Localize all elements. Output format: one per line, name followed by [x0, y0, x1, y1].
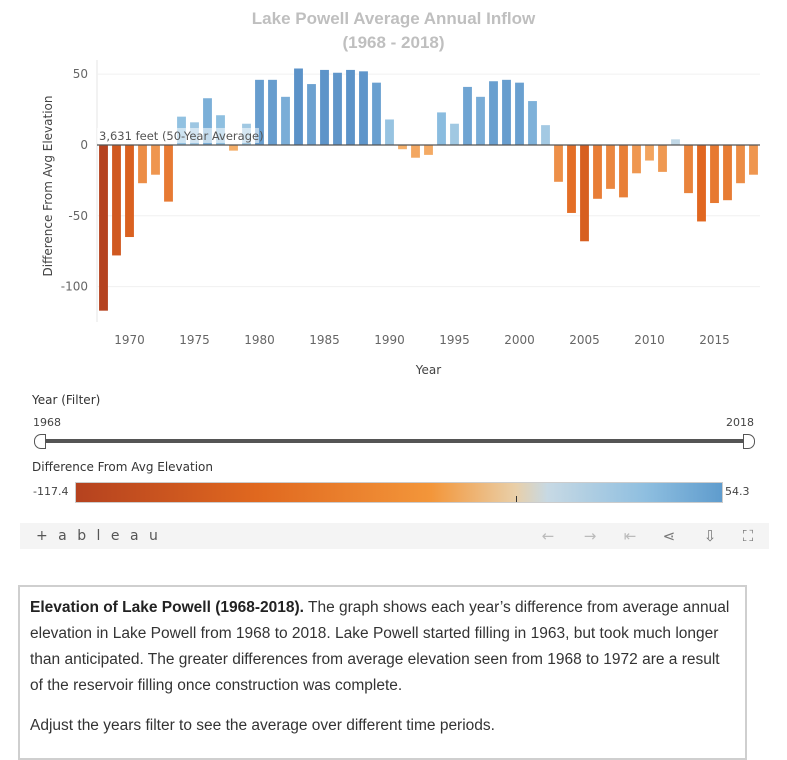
bar [203, 98, 212, 145]
bar [268, 79, 277, 145]
year-slider-min-handle[interactable] [34, 434, 46, 449]
redo-icon[interactable]: → [583, 527, 597, 545]
bar [294, 68, 303, 145]
fullscreen-icon[interactable]: ⛶ [742, 527, 754, 545]
bar [645, 144, 654, 161]
x-tick-label: 1980 [244, 333, 275, 347]
bar [515, 82, 524, 145]
bar [541, 125, 550, 145]
bar [307, 84, 316, 145]
x-tick-label: 1975 [179, 333, 210, 347]
year-filter-label: Year (Filter) [32, 393, 101, 407]
bar [164, 144, 173, 202]
bar [528, 101, 537, 145]
bar [684, 144, 693, 194]
bar [723, 144, 732, 201]
bar [99, 144, 108, 311]
bar [710, 144, 719, 204]
y-tick-label: 0 [80, 138, 88, 152]
bar [463, 86, 472, 145]
bar [489, 81, 498, 145]
caption-paragraph: Elevation of Lake Powell (1968-2018). Th… [30, 595, 735, 699]
y-tick-label: 50 [73, 67, 88, 81]
bar [398, 144, 407, 150]
x-tick-label: 1990 [374, 333, 405, 347]
bar [554, 144, 563, 182]
caption-body: The graph shows each year’s difference f… [30, 599, 730, 694]
tableau-toolbar [20, 523, 769, 549]
y-tick-label: -50 [68, 209, 88, 223]
bar [385, 119, 394, 145]
x-tick-label: 1970 [114, 333, 145, 347]
bar [632, 144, 641, 174]
bar [749, 144, 758, 175]
bar [229, 144, 238, 151]
color-legend-gradient [75, 482, 723, 503]
y-axis-label: Difference From Avg Elevation [41, 95, 55, 276]
caption-box: Elevation of Lake Powell (1968-2018). Th… [18, 585, 747, 760]
filter-min-label: 1968 [33, 416, 61, 429]
tableau-logo[interactable]: + a b l e a u [36, 528, 161, 544]
x-tick-label: 1985 [309, 333, 340, 347]
bar [697, 144, 706, 222]
bar [255, 79, 264, 145]
reference-label-bg [97, 127, 259, 143]
caption-instruction: Adjust the years filter to see the avera… [30, 717, 495, 734]
x-tick-label: 1995 [439, 333, 470, 347]
download-icon[interactable]: ⇩ [703, 527, 717, 545]
revert-icon[interactable]: ⇤ [623, 527, 637, 545]
filter-max-label: 2018 [726, 416, 754, 429]
caption-title: Elevation of Lake Powell (1968-2018). [30, 599, 304, 616]
bar [619, 144, 628, 198]
bar [320, 69, 329, 145]
x-axis-label: Year [415, 363, 441, 377]
bar [372, 82, 381, 145]
year-slider-max-handle[interactable] [743, 434, 755, 449]
bar [359, 71, 368, 145]
reference-label: 3,631 feet (50-Year Average) [99, 129, 264, 143]
bar [346, 69, 355, 145]
bar [606, 144, 615, 189]
x-tick-label: 2015 [699, 333, 730, 347]
color-legend-label: Difference From Avg Elevation [32, 460, 214, 474]
bar [502, 79, 511, 145]
bar [411, 144, 420, 158]
bar [736, 144, 745, 184]
bar [151, 144, 160, 175]
bar [580, 144, 589, 242]
share-icon[interactable]: ⋖ [662, 527, 676, 545]
bar [476, 96, 485, 145]
bar [593, 144, 602, 199]
x-tick-label: 2000 [504, 333, 535, 347]
year-slider-track[interactable] [40, 439, 750, 443]
bar [671, 139, 680, 145]
bar [125, 144, 134, 238]
bar [567, 144, 576, 213]
undo-icon[interactable]: ← [541, 527, 555, 545]
bar-chart[interactable]: 50 0 -50 -100 1970 1975 1980 1985 1990 1995 2000 20… [0, 60, 787, 380]
y-tick-label: -100 [61, 280, 88, 294]
x-tick-label: 2010 [634, 333, 665, 347]
legend-min-label: -117.4 [33, 485, 69, 498]
bar [658, 144, 667, 172]
bar [112, 144, 121, 256]
bar [281, 96, 290, 145]
legend-zero-tick [516, 496, 517, 502]
bar [437, 112, 446, 145]
x-tick-label: 2005 [569, 333, 600, 347]
bar [333, 72, 342, 145]
bar [450, 123, 459, 145]
chart-title: Lake Powell Average Annual Inflow [251, 9, 536, 28]
bar [424, 144, 433, 155]
legend-max-label: 54.3 [725, 485, 750, 498]
bar [138, 144, 147, 184]
chart-subtitle: (1968 - 2018) [342, 33, 445, 52]
